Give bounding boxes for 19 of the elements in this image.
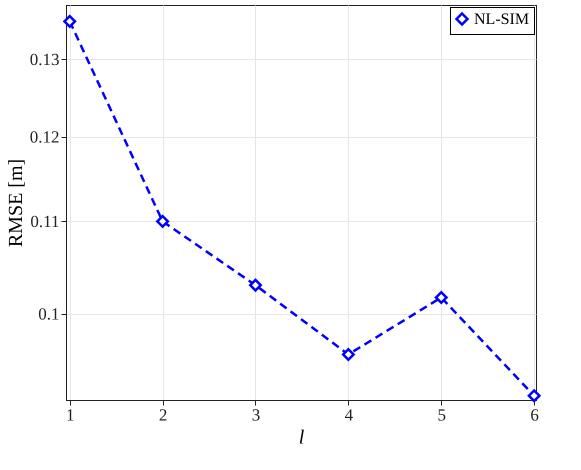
point bbox=[156, 214, 170, 228]
point bbox=[248, 278, 262, 292]
point bbox=[434, 291, 448, 304]
y-tick-label: 0.1 bbox=[38, 304, 60, 324]
x-axis-title: l bbox=[298, 426, 305, 448]
y-axis-title: RMSE [m] bbox=[4, 158, 27, 248]
x-tick-label: 5 bbox=[438, 406, 446, 424]
x-tick-label: 4 bbox=[344, 406, 354, 424]
point bbox=[342, 348, 355, 361]
point bbox=[63, 14, 76, 28]
y-tick-label: 0.13 bbox=[30, 50, 60, 69]
x-tick-label: 3 bbox=[252, 406, 260, 424]
x-tick-label: 2 bbox=[158, 406, 168, 424]
point bbox=[528, 389, 541, 402]
y-tick-label: 0.11 bbox=[30, 212, 60, 231]
legend-label: NL-SIM bbox=[474, 11, 530, 28]
x-tick-label: 1 bbox=[66, 406, 74, 424]
x-tick-label: 6 bbox=[530, 406, 539, 424]
y-tick-label: 0.12 bbox=[30, 128, 60, 147]
